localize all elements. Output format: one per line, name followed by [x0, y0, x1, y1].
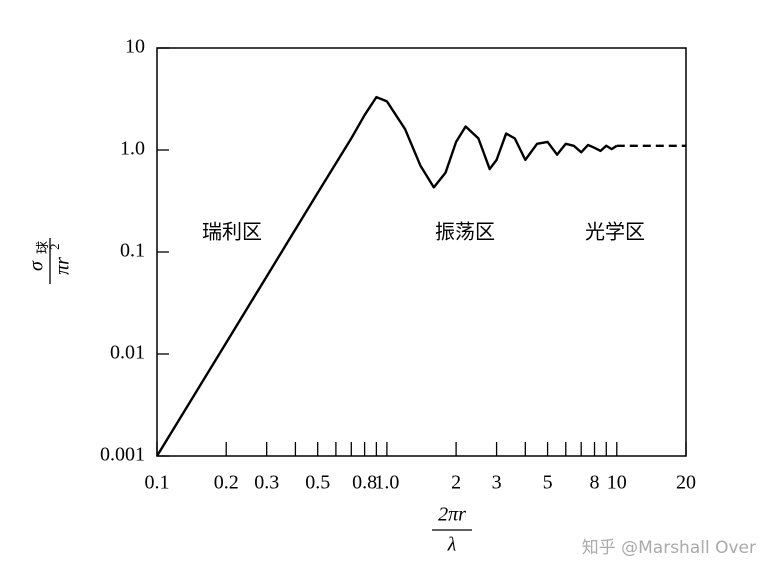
watermark: 知乎 @Marshall Over	[582, 538, 756, 558]
y-label-denominator: πr	[52, 257, 74, 275]
y-tick-label: 0.01	[110, 342, 145, 364]
x-tick-label: 3	[492, 472, 502, 494]
x-tick-label: 0.2	[214, 472, 239, 494]
y-label-numerator: σ	[26, 260, 48, 271]
annotation: 振荡区	[435, 221, 495, 244]
x-tick-label: 0.5	[305, 472, 330, 494]
y-tick-label: 0.1	[120, 240, 145, 262]
x-tick-label: 2	[451, 472, 461, 494]
y-tick-label: 1.0	[120, 138, 145, 160]
series-line	[155, 95, 618, 457]
y-tick-label: 10	[125, 36, 145, 58]
annotation: 光学区	[585, 221, 645, 244]
x-label-numerator: 2πr	[438, 504, 466, 526]
y-label-subscript: 球	[35, 241, 50, 254]
x-axis-label: 2πr λ	[432, 504, 472, 556]
x-tick-label: 0.8	[352, 472, 377, 494]
plot-frame	[156, 47, 687, 457]
x-tick-label: 1.0	[374, 472, 399, 494]
x-tick-label: 0.3	[254, 472, 279, 494]
x-tick-label: 0.1	[145, 472, 170, 494]
x-tick-label: 8	[590, 472, 600, 494]
annotation: 瑞利区	[202, 221, 262, 244]
x-label-denominator: λ	[447, 534, 457, 556]
y-axis-label: σ 球 πr 2	[26, 238, 74, 284]
y-tick-label: 0.001	[100, 444, 145, 466]
x-tick-label: 20	[676, 472, 696, 494]
y-label-superscript: 2	[47, 244, 62, 251]
x-tick-label: 10	[607, 472, 627, 494]
x-tick-label: 5	[543, 472, 553, 494]
